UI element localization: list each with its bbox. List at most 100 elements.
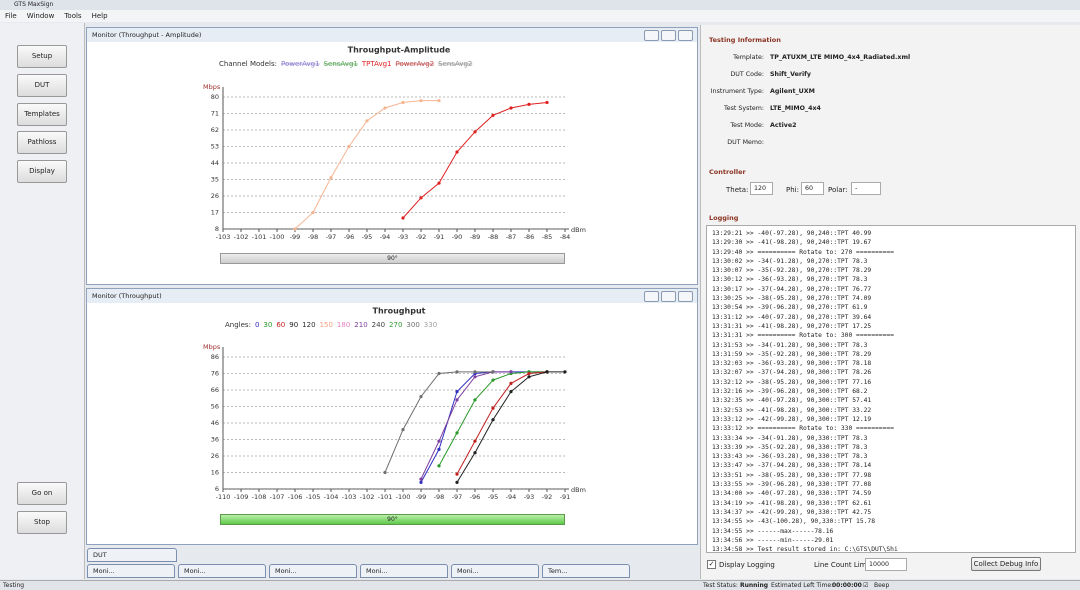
angle-slider[interactable]: 90° <box>220 514 565 525</box>
log-line: 13:32:16 >> -39(-96.28), 90,300::TPT 68.… <box>712 388 868 396</box>
checkbox[interactable]: ✓ <box>707 560 716 569</box>
data-point <box>401 216 405 220</box>
legend-entry[interactable]: 0 <box>255 321 259 329</box>
line-count-input[interactable]: 10000 <box>865 558 907 571</box>
legend-entry[interactable]: 300 <box>406 321 419 329</box>
data-point <box>419 395 423 399</box>
tab[interactable]: Moni... <box>87 564 175 578</box>
field-input[interactable]: 120 <box>750 182 773 195</box>
nav-button[interactable]: Pathloss <box>17 131 67 154</box>
nav-button[interactable]: Setup <box>17 45 67 68</box>
legend-entry[interactable]: 240 <box>372 321 385 329</box>
legend-entry[interactable]: 270 <box>389 321 402 329</box>
field-input[interactable]: 60 <box>801 182 824 195</box>
legend-entry[interactable]: 210 <box>354 321 367 329</box>
x-tick-label: -110 <box>216 493 231 501</box>
x-axis-label: dBm <box>571 226 586 234</box>
nav-button[interactable]: Templates <box>17 103 67 126</box>
data-point <box>491 113 495 117</box>
close[interactable] <box>678 291 693 302</box>
log-line: 13:34:55 >> -43(-100.28), 90,330::TPT 15… <box>712 518 876 526</box>
angle-slider[interactable]: 90° <box>220 253 565 264</box>
action-button[interactable]: Go on <box>17 482 67 505</box>
data-point <box>473 370 477 374</box>
field-value: TP_ATUXM_LTE MIMO_4x4_Radiated.xml <box>770 54 911 61</box>
menu-item[interactable]: File <box>5 12 17 20</box>
action-button[interactable]: Stop <box>17 511 67 534</box>
legend-entry[interactable]: PowerAvg1 <box>281 60 320 68</box>
legend-entry[interactable]: 90 <box>289 321 298 329</box>
field-label: Phi: <box>786 186 799 194</box>
y-axis-label: Mbps <box>203 83 221 91</box>
data-point <box>455 480 459 484</box>
data-point <box>455 390 459 394</box>
tab[interactable]: Moni... <box>269 564 357 578</box>
collect-debug-button[interactable]: Collect Debug Info <box>971 557 1041 571</box>
x-tick-label: -103 <box>342 493 357 501</box>
x-tick-label: -100 <box>396 493 411 501</box>
data-point <box>455 472 459 476</box>
status-text: Testing <box>3 582 25 589</box>
menu-item[interactable]: Tools <box>64 12 82 20</box>
group-title: Controller <box>709 168 746 176</box>
tab[interactable]: Moni... <box>178 564 266 578</box>
field-value: Agilent_UXM <box>770 88 815 95</box>
tab[interactable]: DUT <box>87 548 177 562</box>
close[interactable] <box>678 30 693 41</box>
data-point <box>437 99 441 103</box>
x-tick-label: -99 <box>290 233 301 241</box>
data-point <box>401 428 405 432</box>
x-tick-label: -102 <box>360 493 375 501</box>
tab[interactable]: Tem... <box>542 564 630 578</box>
x-tick-label: -104 <box>324 493 339 501</box>
panel-title-text: Monitor (Throughput - Amplitude) <box>92 31 202 39</box>
x-tick-label: -97 <box>326 233 337 241</box>
log-line: 13:33:43 >> -36(-93.28), 90,330::TPT 78.… <box>712 453 868 461</box>
legend-entry[interactable]: 60 <box>276 321 285 329</box>
data-point <box>491 406 495 410</box>
x-tick-label: -97 <box>452 493 463 501</box>
y-tick-label: 86 <box>211 353 219 361</box>
nav-button[interactable]: DUT <box>17 74 67 97</box>
data-point <box>563 370 567 374</box>
legend-entry[interactable]: 180 <box>337 321 350 329</box>
maximize[interactable] <box>661 30 676 41</box>
minimize[interactable] <box>644 30 659 41</box>
legend-entry[interactable]: 150 <box>320 321 333 329</box>
slider-label: 90° <box>387 255 398 262</box>
field-label: DUT Memo: <box>727 139 764 146</box>
minimize[interactable] <box>644 291 659 302</box>
legend-entry[interactable]: 120 <box>302 321 315 329</box>
legend-entry[interactable]: TPTAvg1 <box>361 60 392 68</box>
legend-entry[interactable]: PowerAvg2 <box>396 60 435 68</box>
data-point <box>455 150 459 154</box>
field-label: Instrument Type: <box>710 88 764 95</box>
log-line: 13:32:53 >> -41(-98.28), 90,300::TPT 33.… <box>712 406 872 414</box>
x-tick-label: -109 <box>234 493 249 501</box>
data-point <box>311 210 315 215</box>
data-point <box>491 370 495 374</box>
tab[interactable]: Moni... <box>360 564 448 578</box>
legend-entry[interactable]: SensAvg2 <box>438 60 472 68</box>
log-line: 13:30:25 >> -38(-95.28), 90,270::TPT 74.… <box>712 295 872 303</box>
panel-title-text: Monitor (Throughput) <box>92 292 162 300</box>
field-input[interactable]: - <box>851 182 881 195</box>
tab[interactable]: Moni... <box>451 564 539 578</box>
menu-item[interactable]: Window <box>26 12 55 20</box>
maximize[interactable] <box>661 291 676 302</box>
nav-button[interactable]: Display <box>17 160 67 183</box>
window-title: GTS MaxSign <box>14 1 54 8</box>
legend-entry[interactable]: SensAvg1 <box>324 60 358 68</box>
x-tick-label: -94 <box>380 233 391 241</box>
legend-entry[interactable]: 330 <box>424 321 437 329</box>
legend-entry[interactable]: 30 <box>263 321 272 329</box>
menu-item[interactable]: Help <box>91 12 108 20</box>
y-tick-label: 36 <box>211 436 219 444</box>
log-line: 13:33:51 >> -38(-95.28), 90,330::TPT 77.… <box>712 471 872 479</box>
x-tick-label: -106 <box>288 493 303 501</box>
x-tick-label: -90 <box>452 233 463 241</box>
log-line: 13:31:59 >> -35(-92.28), 90,300::TPT 78.… <box>712 350 872 358</box>
y-tick-label: 8 <box>215 225 219 233</box>
data-point <box>437 447 441 451</box>
field-value: Shift_Verify <box>770 71 811 78</box>
